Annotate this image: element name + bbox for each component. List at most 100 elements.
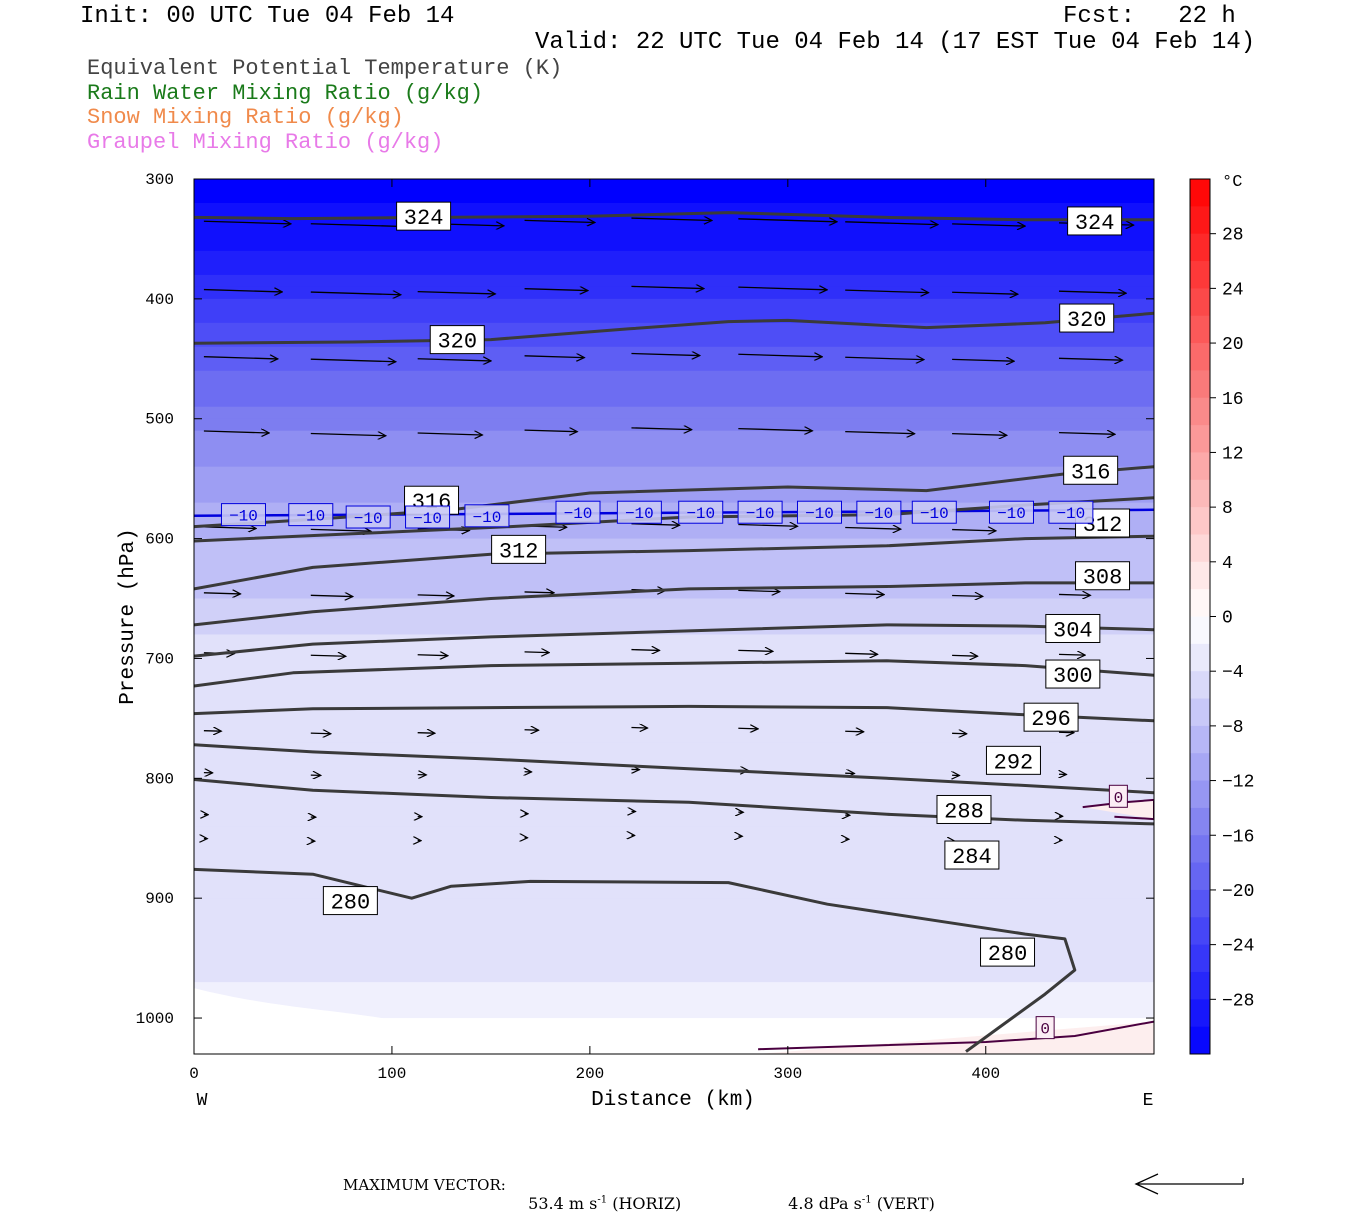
label-text: 288 <box>944 799 984 824</box>
y-tick-label: 500 <box>145 411 174 429</box>
x-tick-label: 200 <box>575 1065 604 1083</box>
temperature-label: 0 <box>1109 785 1127 807</box>
temperature-label: 0 <box>1036 1017 1054 1039</box>
wind-vector <box>845 731 864 732</box>
theta-e-label: 280 <box>981 938 1035 967</box>
temp-band <box>194 407 1154 420</box>
y-tick-label: 400 <box>145 291 174 309</box>
label-text: 320 <box>1067 308 1107 333</box>
theta-e-label: 280 <box>323 887 377 916</box>
temp-band <box>194 227 1154 240</box>
temp-band <box>194 862 1154 875</box>
temp-band <box>194 371 1154 384</box>
colorbar-step <box>1190 617 1210 645</box>
wind-vector <box>631 650 659 651</box>
wind-vector <box>525 592 555 593</box>
west-label: W <box>197 1091 208 1111</box>
colorbar-unit: °C <box>1222 173 1242 192</box>
max-vert-vector: 4.8 dPa s-1 (VERT) <box>778 1175 935 1213</box>
temp-band <box>194 551 1154 564</box>
colorbar-step <box>1190 452 1210 480</box>
wind-vector <box>204 731 221 732</box>
temp-band <box>194 395 1154 408</box>
temp-band <box>194 682 1154 695</box>
colorbar-tick-label: 0 <box>1222 609 1233 629</box>
temperature-label: −10 <box>797 501 841 523</box>
temperature-label: −10 <box>289 504 333 526</box>
colorbar-tick-label: 12 <box>1222 444 1244 464</box>
label-text: −10 <box>625 505 654 523</box>
label-text: 292 <box>994 750 1034 775</box>
wind-vector <box>952 655 978 656</box>
temperature-label: −10 <box>679 501 723 523</box>
x-axis-title: Distance (km) <box>591 1089 755 1112</box>
label-text: −10 <box>229 508 258 526</box>
temp-band <box>194 383 1154 396</box>
reference-vector-arrow <box>1128 1170 1258 1200</box>
temp-band <box>194 443 1154 456</box>
temp-band <box>194 347 1154 360</box>
label-text: −10 <box>296 508 325 526</box>
wind-vector <box>418 655 448 656</box>
colorbar-step <box>1190 999 1210 1027</box>
theta-e-label: 304 <box>1046 614 1100 643</box>
colorbar-step <box>1190 1027 1210 1055</box>
label-text: 308 <box>1083 566 1123 591</box>
colorbar-step <box>1190 671 1210 699</box>
label-text: −10 <box>805 505 834 523</box>
theta-e-label: 316 <box>1064 456 1118 485</box>
temperature-label: −10 <box>617 501 661 523</box>
wind-vector <box>1059 654 1085 655</box>
y-tick-label: 700 <box>145 650 174 668</box>
colorbar-tick-label: 8 <box>1222 499 1233 519</box>
theta-e-label: 284 <box>945 841 999 870</box>
label-text: −10 <box>564 505 593 523</box>
x-tick-label: 300 <box>773 1065 802 1083</box>
theta-e-label: 296 <box>1024 703 1078 732</box>
theta-e-label: 320 <box>430 326 484 355</box>
colorbar-tick-label: 20 <box>1222 335 1244 355</box>
temp-band <box>194 239 1154 252</box>
label-text: 304 <box>1053 618 1093 643</box>
colorbar-step <box>1190 370 1210 398</box>
label-text: 280 <box>988 942 1028 967</box>
temp-band <box>194 275 1154 288</box>
wind-vector <box>418 733 435 734</box>
label-text: −10 <box>997 505 1026 523</box>
label-text: −10 <box>864 505 893 523</box>
colorbar-step <box>1190 534 1210 562</box>
colorbar-step <box>1190 179 1210 207</box>
wind-vector <box>738 728 758 729</box>
colorbar-step <box>1190 781 1210 809</box>
theta-e-label: 288 <box>937 795 991 824</box>
label-text: −10 <box>413 510 442 528</box>
temperature-label: −10 <box>1049 501 1093 523</box>
colorbar-step <box>1190 589 1210 617</box>
y-tick-label: 800 <box>145 770 174 788</box>
label-text: 324 <box>404 206 444 231</box>
colorbar-step <box>1190 425 1210 453</box>
label-text: 284 <box>952 845 992 870</box>
colorbar-step <box>1190 288 1210 316</box>
label-text: −10 <box>686 505 715 523</box>
label-text: 0 <box>1114 789 1124 807</box>
temp-band <box>194 431 1154 444</box>
theta-e-label: 324 <box>1068 207 1122 236</box>
colorbar-tick-label: −12 <box>1222 773 1254 793</box>
label-text: −10 <box>473 509 502 527</box>
east-label: E <box>1143 1091 1154 1111</box>
temperature-label: −10 <box>989 501 1033 523</box>
colorbar-tick-label: 4 <box>1222 554 1233 574</box>
label-text: 280 <box>331 891 371 916</box>
y-axis-title: Pressure (hPa) <box>117 528 140 704</box>
temperature-shading <box>194 179 1154 1055</box>
colorbar-step <box>1190 480 1210 508</box>
colorbar-tick-label: −16 <box>1222 827 1254 847</box>
temp-band <box>194 299 1154 312</box>
label-text: 312 <box>499 539 539 564</box>
label-text: 300 <box>1053 664 1093 689</box>
colorbar-step <box>1190 835 1210 863</box>
colorbar-step <box>1190 863 1210 891</box>
label-text: −10 <box>920 505 949 523</box>
